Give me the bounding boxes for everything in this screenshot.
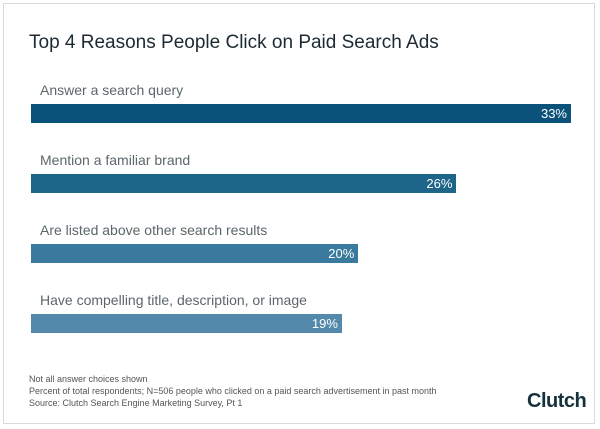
clutch-logo: Clutch	[527, 390, 587, 412]
chart-frame	[3, 3, 595, 424]
bar	[31, 244, 359, 263]
category-label: Have compelling title, description, or i…	[40, 292, 307, 308]
bar	[31, 104, 571, 123]
chart-title: Top 4 Reasons People Click on Paid Searc…	[29, 32, 439, 53]
category-label: Mention a familiar brand	[40, 152, 191, 168]
bar	[31, 314, 342, 333]
data-label: 20%	[328, 246, 355, 261]
data-label: 33%	[540, 106, 567, 121]
data-label: 26%	[426, 176, 453, 191]
data-label: 19%	[311, 316, 338, 331]
note-source: Source: Clutch Search Engine Marketing S…	[29, 398, 243, 408]
note-2: Percent of total respondents; N=506 peop…	[29, 386, 437, 396]
bar	[31, 174, 457, 193]
category-label: Answer a search query	[40, 82, 184, 98]
category-label: Are listed above other search results	[40, 222, 268, 238]
note-1: Not all answer choices shown	[29, 374, 148, 384]
